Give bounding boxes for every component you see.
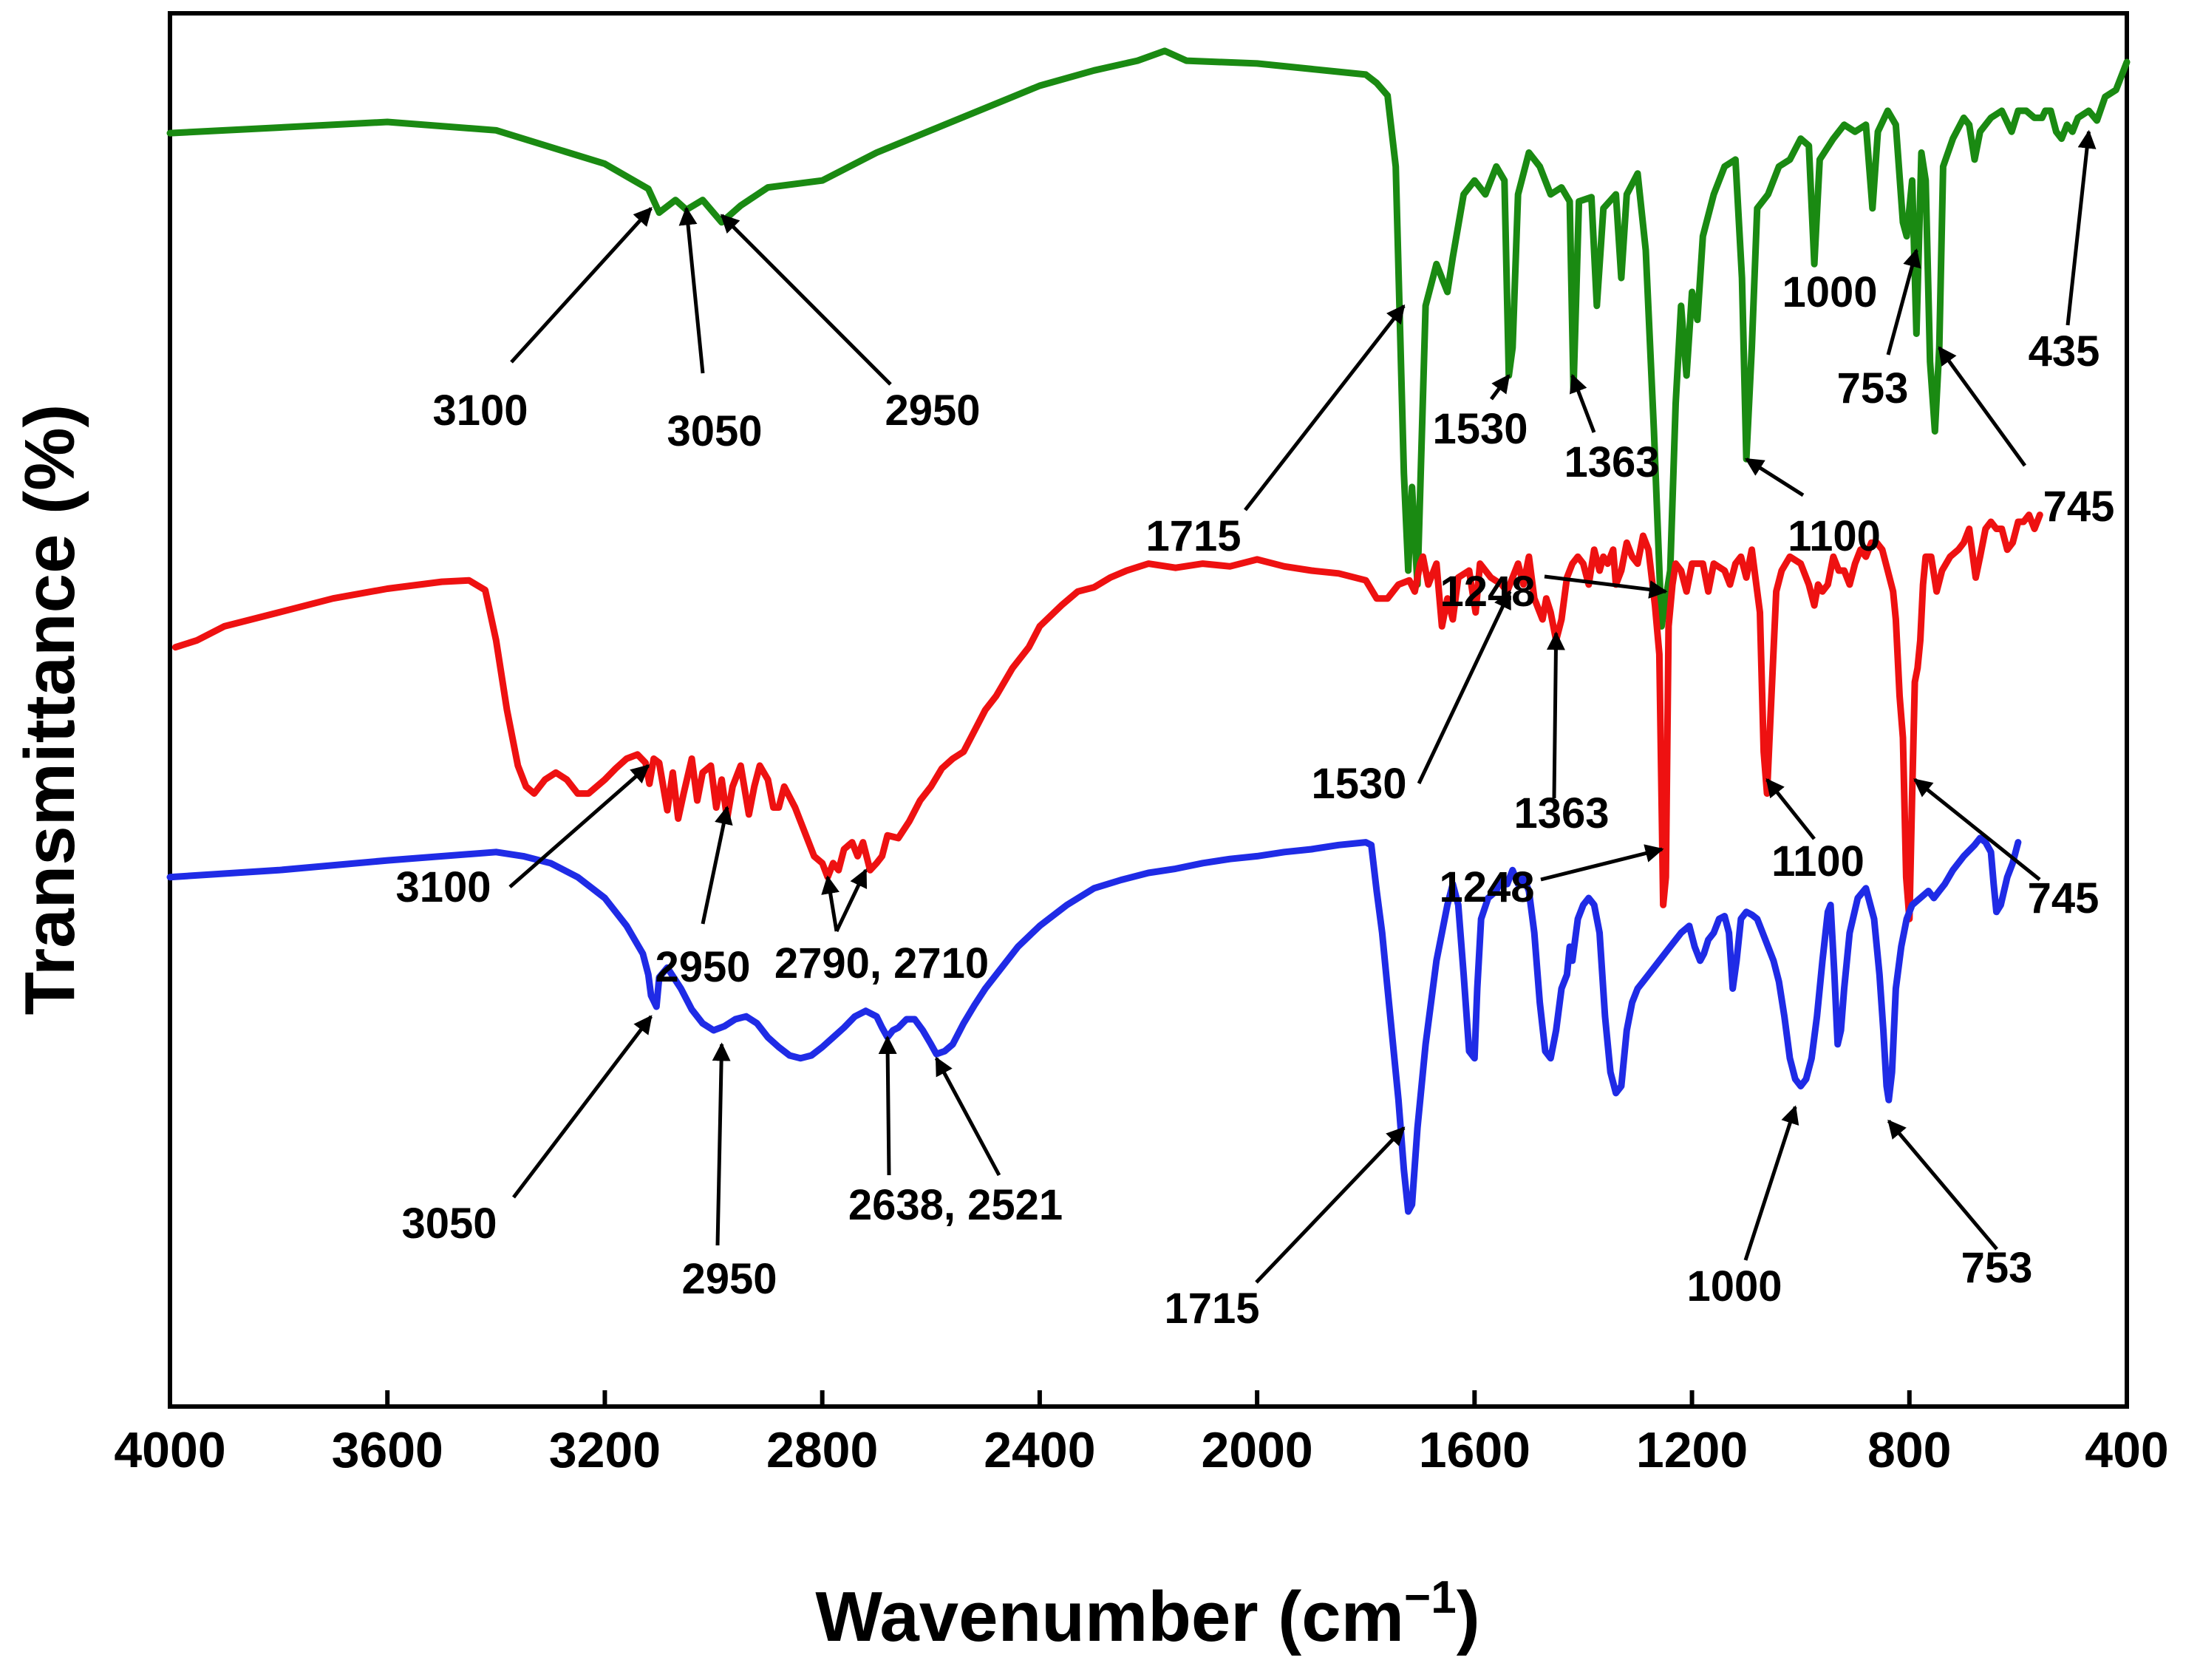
x-tick-label: 4000 <box>114 1422 225 1478</box>
peak-arrow-middle <box>1765 778 1816 840</box>
x-tick-label: 1200 <box>1636 1422 1748 1478</box>
peak-label-top: 745 <box>2043 483 2115 531</box>
peak-arrow-top <box>678 206 705 374</box>
peak-label-middle: 1530 <box>1311 760 1406 808</box>
peak-label-bottom: 753 <box>1961 1244 2033 1292</box>
x-tick-label: 3200 <box>549 1422 661 1478</box>
peak-arrow-bottom <box>712 1042 731 1246</box>
plot-frame <box>168 11 2129 1409</box>
peak-label-top: 1715 <box>1145 512 1241 560</box>
x-tick-label: 2400 <box>984 1422 1095 1478</box>
peak-label-top: 1000 <box>1782 268 1877 316</box>
peak-arrow-bottom <box>1743 1105 1799 1261</box>
x-tick-label: 400 <box>2085 1422 2168 1478</box>
peak-label-bottom: 3050 <box>401 1200 497 1248</box>
peak-arrow-middle <box>1546 631 1565 799</box>
peak-arrow-top <box>1744 458 1805 497</box>
peak-label-top: 1100 <box>1788 512 1881 560</box>
peak-arrow-top <box>1938 346 2027 467</box>
peak-label-top: 435 <box>2029 327 2100 375</box>
peak-arrow-middle <box>701 806 733 925</box>
peak-arrow-bottom <box>934 1056 1001 1177</box>
x-axis-ticks: 4000 3600 3200 2800 2400 2000 1600 1200 800 400 <box>114 1390 2169 1478</box>
peak-arrow-top <box>510 207 653 364</box>
x-axis-title-superscript: −1 <box>1404 1572 1457 1623</box>
x-tick-label: 1600 <box>1419 1422 1530 1478</box>
peak-arrow-middle <box>1417 590 1512 785</box>
peak-label-middle: 1248 <box>1439 863 1534 911</box>
peak-label-bottom: 2638, 2521 <box>848 1181 1063 1229</box>
peak-arrow-middle <box>821 875 840 932</box>
peak-label-bottom: 1000 <box>1686 1262 1782 1310</box>
peak-arrow-bottom <box>1255 1126 1406 1284</box>
x-tick-label: 3600 <box>332 1422 443 1478</box>
peak-arrow-middle <box>834 868 868 933</box>
peak-label-top: 2950 <box>885 387 980 435</box>
peak-label-middle: 2950 <box>655 943 750 991</box>
peak-arrow-top <box>2066 129 2097 326</box>
peak-arrow-top <box>1570 373 1596 433</box>
series-line-top <box>166 47 2131 630</box>
peak-arrow-bottom <box>878 1035 897 1176</box>
peak-arrow-bottom <box>1887 1119 1998 1251</box>
x-axis-title-close: ) <box>1457 1577 1480 1656</box>
peak-label-middle: 745 <box>2028 874 2099 922</box>
peak-arrow-bottom <box>512 1015 653 1199</box>
peak-arrow-top <box>1544 574 1668 599</box>
peak-label-middle: 2790, 2710 <box>774 939 989 987</box>
peak-arrow-top <box>1886 248 1921 356</box>
peak-label-top: 3100 <box>432 387 528 435</box>
peak-arrow-middle <box>1913 778 2041 881</box>
peak-arrow-middle <box>508 764 650 888</box>
x-tick-label: 2800 <box>766 1422 878 1478</box>
peak-label-bottom: 1715 <box>1164 1285 1259 1333</box>
peak-label-top: 1248 <box>1440 568 1535 616</box>
x-tick-label: 800 <box>1867 1422 1951 1478</box>
peak-label-top: 3050 <box>667 407 762 455</box>
peak-label-top: 1530 <box>1432 405 1528 453</box>
peak-label-top: 1363 <box>1564 438 1659 486</box>
x-axis-title: Wavenumber (cm−1) <box>815 1572 1479 1656</box>
peak-label-top: 753 <box>1837 364 1909 412</box>
peak-label-middle: 1363 <box>1513 789 1609 837</box>
x-tick-label: 2000 <box>1201 1422 1312 1478</box>
peak-label-middle: 1100 <box>1771 837 1864 885</box>
x-axis-title-main: Wavenumber (cm <box>815 1577 1404 1656</box>
peak-arrow-top <box>720 214 892 386</box>
y-axis-title: Transmittance (%) <box>10 404 89 1016</box>
peak-label-middle: 3100 <box>395 863 491 911</box>
series-line-bottom <box>166 834 2022 1215</box>
peak-arrow-top <box>1244 304 1406 511</box>
peak-annotations: 3100 3050 2950 1715 1530 1363 1248 1100 1000 753 7… <box>395 129 2115 1333</box>
peak-arrow-top <box>1489 374 1511 401</box>
peak-arrow-middle <box>1540 844 1664 882</box>
peak-label-bottom: 2950 <box>681 1255 777 1303</box>
